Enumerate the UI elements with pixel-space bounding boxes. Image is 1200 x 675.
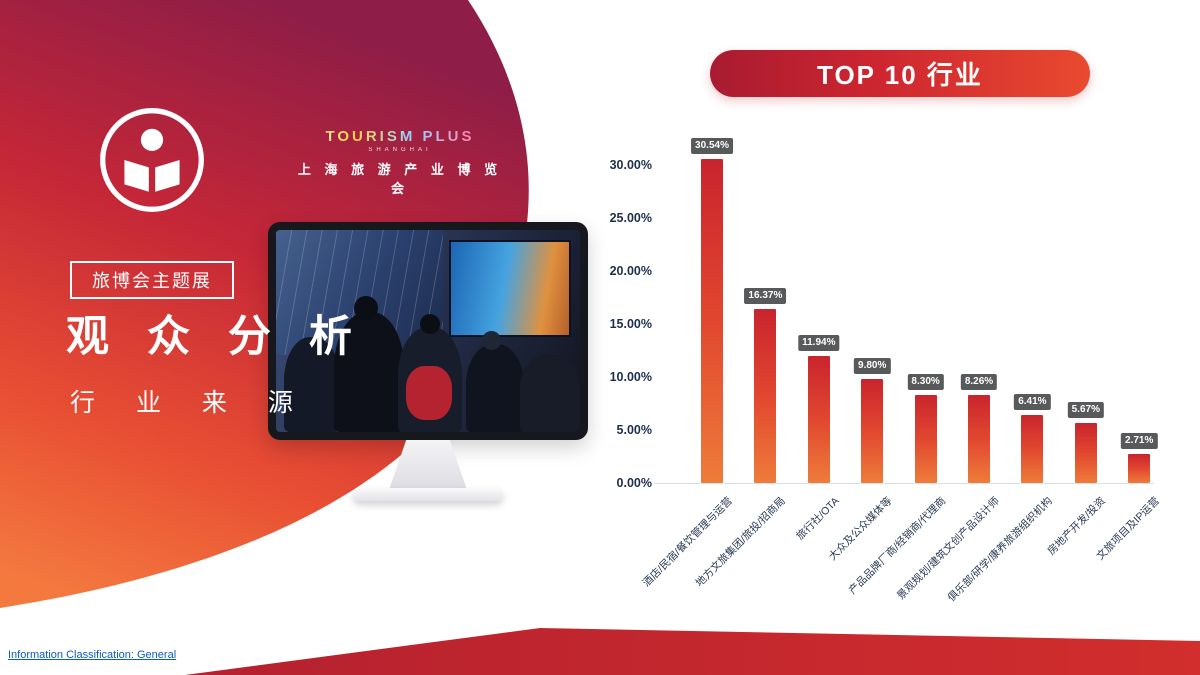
y-tick-label: 20.00% <box>609 264 652 278</box>
photo-red-jacket <box>406 366 452 420</box>
bar <box>754 309 777 483</box>
logo-subtitle-cn: 上 海 旅 游 产 业 博 览 会 <box>297 162 503 196</box>
x-category-label: 景观规划/建筑文创产品设计师 <box>894 495 1002 603</box>
bar-value-label: 11.94% <box>798 335 840 352</box>
person-reading-icon-svg <box>100 108 204 212</box>
bar-value-label: 8.30% <box>907 374 944 391</box>
bar <box>968 395 990 483</box>
bottom-ribbon <box>185 628 1200 675</box>
chart-title: TOP 10 行业 <box>817 60 983 90</box>
imac-stand-base <box>353 488 503 501</box>
x-category-label: 俱乐部/研学/康养旅游组织机构 <box>945 495 1055 605</box>
y-tick-label: 25.00% <box>609 211 652 225</box>
bar <box>701 159 723 483</box>
bar-value-label: 2.71% <box>1121 433 1158 450</box>
exhibition-photo <box>276 230 580 432</box>
bar <box>1074 422 1097 483</box>
logo-subtitle-en: SHANGHAI <box>368 147 432 153</box>
page-subtitle: 行 业 来 源 <box>70 389 310 417</box>
y-tick-label: 15.00% <box>609 317 652 331</box>
photo-person-silhouette <box>520 354 580 432</box>
bar <box>807 356 830 483</box>
y-axis: 0.00% 5.00% 10.00% 15.00% 20.00% 25.00% 30.00% <box>600 140 658 650</box>
photo-person-head <box>354 296 378 320</box>
bar <box>1128 454 1151 483</box>
person-reading-icon <box>99 107 205 213</box>
chart-title-banner: TOP 10 行业 <box>710 50 1090 97</box>
classification-footer: Information Classification: General <box>8 649 177 661</box>
bar <box>1021 415 1044 483</box>
bar-value-label: 6.41% <box>1014 394 1051 411</box>
y-tick-label: 5.00% <box>616 423 652 437</box>
bar-value-label: 8.26% <box>960 374 998 391</box>
bar-chart: 0.00% 5.00% 10.00% 15.00% 20.00% 25.00% 30.00%… <box>600 138 1195 650</box>
photo-person-head <box>482 331 501 350</box>
x-category-label: 旅行社/OTA <box>793 495 842 543</box>
logo-title: TOURISM PLUS <box>285 128 515 145</box>
theme-tag-label: 旅博会主题展 <box>92 271 212 291</box>
photo-crowd <box>276 230 580 432</box>
photo-person-silhouette <box>466 344 524 432</box>
bar-value-label: 16.37% <box>744 288 787 305</box>
photo-person-head <box>420 314 440 334</box>
plot-area: 30.54% 酒店/民宿/餐饮管理与运营 16.37% 地方文旅集团/旅投/招商局 11… <box>640 138 1195 650</box>
y-tick-label: 0.00% <box>616 476 652 490</box>
expo-logo: TOURISM PLUS SHANGHAI 上 海 旅 游 产 业 博 览 会 <box>285 128 515 197</box>
bar-value-label: 9.80% <box>854 358 891 375</box>
imac-screen <box>268 222 588 440</box>
theme-tag: 旅博会主题展 <box>70 261 234 299</box>
x-category-label: 产品品牌厂商/经销商/代理商 <box>846 495 949 597</box>
bar-value-label: 30.54% <box>691 138 733 155</box>
imac-mockup <box>268 222 588 501</box>
bar-value-label: 5.67% <box>1067 401 1104 418</box>
x-category-label: 地方文旅集团/旅投/招商局 <box>693 495 788 590</box>
bar <box>861 379 884 483</box>
bar <box>914 395 937 483</box>
left-gradient-panel <box>0 0 529 608</box>
photo-person-silhouette <box>334 312 404 432</box>
y-tick-label: 10.00% <box>609 370 652 384</box>
photo-led-screen <box>449 240 571 338</box>
y-tick-label: 30.00% <box>609 158 652 172</box>
page-title: 观 众 分 析 <box>66 313 365 361</box>
photo-person-silhouette <box>284 337 340 432</box>
